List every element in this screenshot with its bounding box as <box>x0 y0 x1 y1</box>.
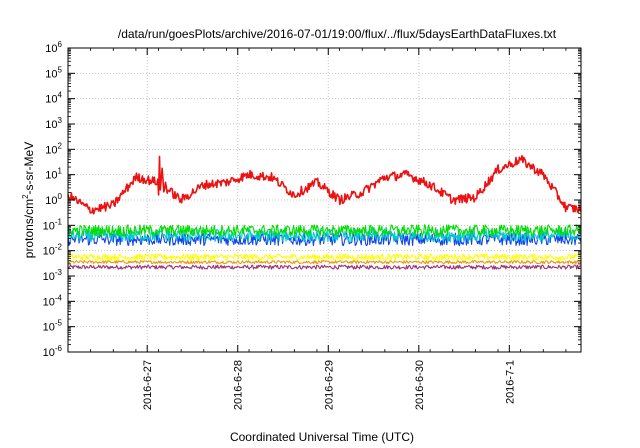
y-tick-base: 10 <box>45 170 57 182</box>
y-tick-base: 10 <box>43 296 55 308</box>
y-axis-label: protons/cm2-s-sr-MeV <box>21 142 36 258</box>
data-series <box>67 155 582 270</box>
x-tick-label: 2016-6-27 <box>142 360 154 410</box>
y-tick-exponent: -3 <box>55 268 63 277</box>
series-line <box>67 155 582 215</box>
y-tick-base: 10 <box>43 322 55 334</box>
y-tick-exponent: -2 <box>55 243 63 252</box>
y-tick-exponent: -4 <box>55 293 63 302</box>
y-tick-exponent: 6 <box>58 40 63 49</box>
y-tick-label: 105 <box>45 65 62 80</box>
y-tick-label: 10-3 <box>43 268 63 283</box>
y-tick-exponent: 2 <box>58 141 63 150</box>
x-axis-label: Coordinated Universal Time (UTC) <box>230 430 414 444</box>
y-tick-label: 100 <box>45 192 62 207</box>
y-axis-label-pre: protons/cm <box>22 199 36 258</box>
y-tick-label: 103 <box>45 116 62 131</box>
y-tick-base: 10 <box>43 271 55 283</box>
y-tick-exponent: 0 <box>58 192 63 201</box>
y-tick-base: 10 <box>43 246 55 258</box>
y-tick-label: 101 <box>45 167 62 182</box>
y-tick-base: 10 <box>43 220 55 232</box>
y-tick-base: 10 <box>45 43 57 55</box>
chart-title: /data/run/goesPlots/archive/2016-07-01/1… <box>118 27 557 41</box>
y-tick-base: 10 <box>45 94 57 106</box>
y-tick-exponent: -1 <box>55 217 63 226</box>
y-tick-base: 10 <box>45 195 57 207</box>
series-line <box>67 264 582 270</box>
y-tick-exponent: 3 <box>58 116 63 125</box>
y-tick-label: 10-6 <box>43 344 63 359</box>
y-tick-base: 10 <box>43 347 55 359</box>
y-tick-label: 10-1 <box>43 217 63 232</box>
y-tick-label: 10-2 <box>43 243 63 258</box>
axis-ticks <box>68 47 581 353</box>
y-tick-base: 10 <box>45 144 57 156</box>
x-tick-label: 2016-6-28 <box>233 360 245 410</box>
y-tick-label: 102 <box>45 141 62 156</box>
grid-lines <box>68 48 581 352</box>
y-tick-base: 10 <box>45 68 57 80</box>
plot-frame <box>67 47 582 353</box>
series-line <box>67 260 582 265</box>
x-tick-labels: 2016-6-27 2016-6-28 2016-6-29 2016-6-30 2016… <box>142 360 516 410</box>
y-tick-exponent: 4 <box>58 91 63 100</box>
y-tick-exponent: -5 <box>55 319 63 328</box>
y-tick-labels: 10-610-510-410-310-210-11001011021031041… <box>43 40 63 359</box>
x-tick-label: 2016-6-30 <box>414 360 426 410</box>
x-tick-label: 2016-7-1 <box>504 360 516 404</box>
x-tick-label: 2016-6-29 <box>323 360 335 410</box>
series-line <box>67 224 582 237</box>
y-axis-label-sup: 2 <box>21 194 30 199</box>
y-tick-exponent: -6 <box>55 344 63 353</box>
y-tick-exponent: 5 <box>58 65 63 74</box>
y-tick-label: 104 <box>45 91 62 106</box>
y-tick-label: 10-4 <box>43 293 63 308</box>
series-line <box>67 253 582 261</box>
y-tick-exponent: 1 <box>58 167 63 176</box>
y-tick-label: 106 <box>45 40 62 55</box>
y-tick-label: 10-5 <box>43 319 63 334</box>
y-axis-label-post: -s-sr-MeV <box>22 142 36 195</box>
y-tick-base: 10 <box>45 119 57 131</box>
